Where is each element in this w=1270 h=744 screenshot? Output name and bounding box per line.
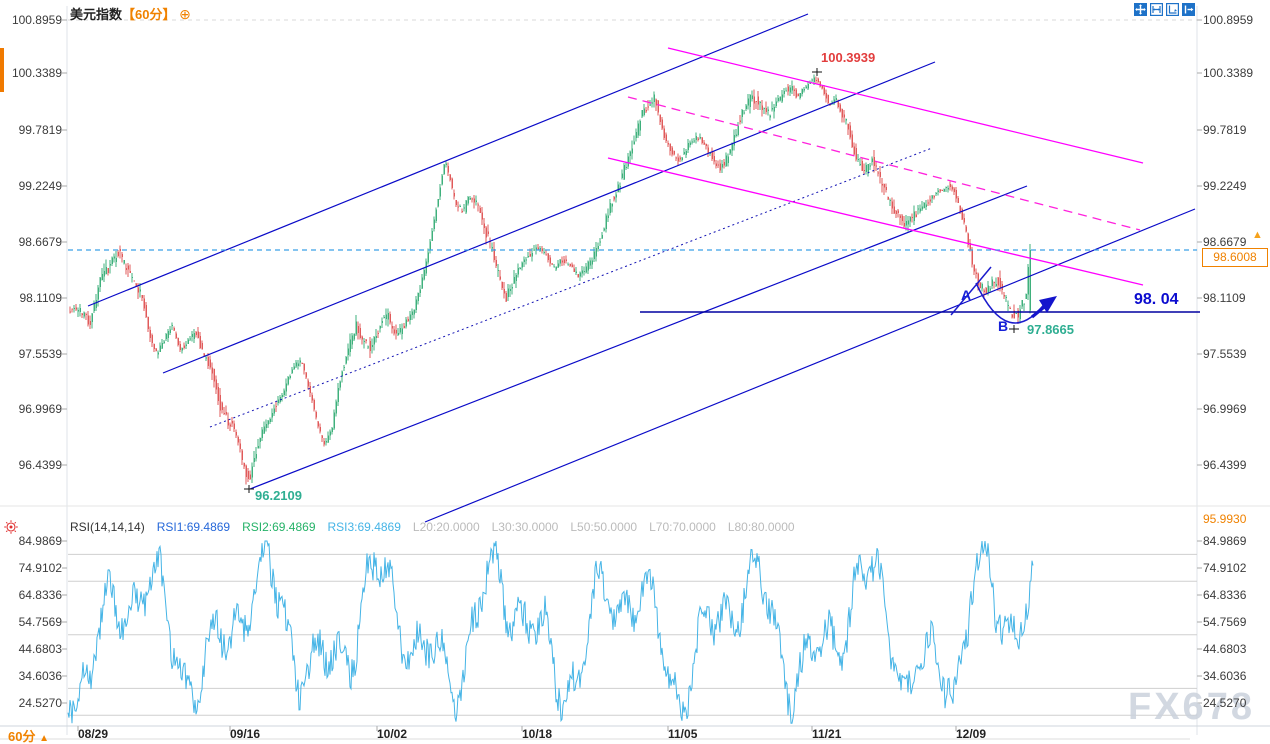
fit-vertical-tool-icon[interactable]: [1166, 3, 1179, 16]
trendline-blue-2[interactable]: [162, 61, 936, 374]
axis-ticks: [62, 19, 1202, 731]
channel-magenta-upper[interactable]: [667, 47, 1144, 164]
trendline-blue-4[interactable]: [424, 208, 1196, 523]
chart-toolbar: [1134, 3, 1195, 16]
shift-right-tool-icon[interactable]: [1182, 3, 1195, 16]
pan-tool-icon[interactable]: [1134, 3, 1147, 16]
current-price-tag: 98.6008: [1202, 248, 1268, 267]
left-edge-marker: [0, 48, 4, 92]
ab-segment[interactable]: [950, 266, 992, 316]
key-point-marker: [1009, 325, 1019, 333]
trendline-blue-dotted[interactable]: [209, 147, 933, 428]
rsi-line: [67, 540, 1034, 724]
key-point-marker: [812, 68, 822, 76]
expand-icon[interactable]: ⊕: [179, 6, 191, 22]
candles: [69, 74, 1031, 485]
key-point-marker: [244, 485, 254, 493]
price-up-arrow-icon: ▲: [1252, 229, 1263, 241]
timeframe-button[interactable]: 60分 ▲: [8, 729, 49, 744]
chart-low-price-tag: 95.9930: [1203, 512, 1247, 526]
fit-horizontal-tool-icon[interactable]: [1150, 3, 1163, 16]
channel-magenta-dashed[interactable]: [627, 96, 1141, 231]
trendline-blue-1[interactable]: [87, 13, 809, 307]
up-triangle-icon: ▲: [39, 733, 49, 744]
rsi-settings-icon[interactable]: [3, 519, 19, 535]
channel-magenta-lower[interactable]: [607, 157, 1144, 286]
watermark: FX678: [1128, 686, 1255, 728]
arrow-head-icon: [1039, 296, 1057, 313]
trendline-blue-3[interactable]: [249, 185, 1028, 490]
